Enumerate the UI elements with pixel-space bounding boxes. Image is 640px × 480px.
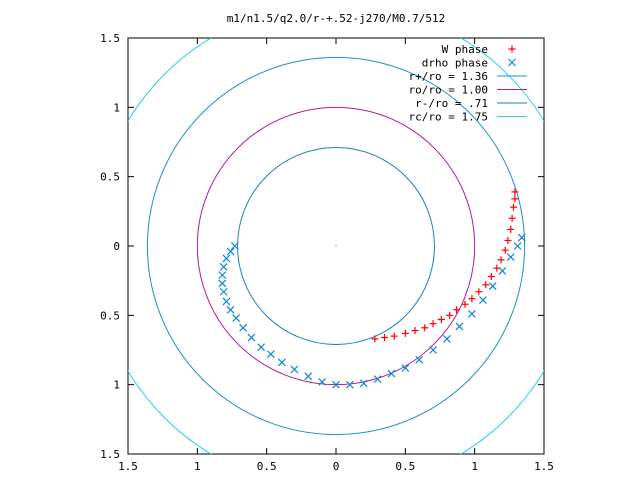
w-phase-point	[508, 214, 516, 222]
drho-phase-point	[219, 262, 228, 271]
legend-label: r+/ro = 1.36	[409, 70, 488, 83]
w-phase-point	[482, 281, 490, 289]
drho-phase-point	[455, 322, 464, 331]
radius-circle	[128, 38, 544, 454]
legend-marker	[508, 58, 516, 67]
radius-circle	[237, 147, 435, 345]
radius-circle	[146, 56, 526, 436]
drho-phase-point	[513, 242, 522, 250]
legend-marker	[508, 45, 516, 53]
x-tick-label: 0.5	[395, 460, 415, 473]
origin-dot	[335, 245, 337, 247]
x-tick-label: 1.5	[534, 460, 554, 473]
y-tick-label: 1	[113, 101, 120, 114]
drho-phase-point	[332, 380, 340, 389]
drho-phase-point	[239, 323, 248, 332]
radius-circles	[128, 38, 544, 454]
w-phase-point	[390, 332, 398, 340]
w-phase-point	[487, 273, 495, 281]
legend-label: W phase	[442, 43, 488, 56]
drho-phase-point	[230, 242, 239, 250]
drho-phase-point	[443, 334, 451, 343]
w-phase-point	[468, 295, 476, 303]
axis-ticks: 1.5 1 0.5 0 0.5 1 1.51.510.500.511.5	[100, 32, 554, 473]
drho-phase-point	[401, 364, 410, 372]
drho-phase-point	[247, 333, 256, 342]
w-phase-point	[497, 256, 505, 264]
w-phase-point	[429, 320, 437, 328]
x-tick-label: 0	[333, 460, 340, 473]
w-phase-point	[411, 327, 419, 335]
legend-label: r-/ro = .71	[415, 97, 488, 110]
drho-phase-point	[226, 305, 235, 314]
drho-phase-point	[226, 247, 235, 256]
x-tick-label: 0.5	[257, 460, 277, 473]
w-phase-point	[401, 329, 409, 337]
legend-label: drho phase	[422, 57, 488, 70]
phase-points	[218, 188, 526, 389]
drho-phase-point	[304, 372, 313, 381]
x-tick-label: 1.5	[118, 460, 138, 473]
drho-phase-point	[290, 365, 299, 374]
w-phase-point	[475, 288, 483, 296]
drho-phase-point	[318, 377, 327, 386]
drho-phase-point	[415, 355, 424, 364]
legend-label: rc/ro = 1.75	[409, 111, 488, 124]
y-tick-label: 0.5	[100, 171, 120, 184]
w-phase-point	[437, 315, 445, 323]
drho-phase-point	[373, 375, 382, 384]
drho-phase-point	[498, 267, 507, 275]
drho-phase-point	[266, 350, 275, 359]
drho-phase-point	[222, 297, 231, 306]
w-phase-point	[504, 236, 512, 244]
y-tick-label: 1.5	[100, 448, 120, 461]
drho-phase-point	[517, 233, 526, 242]
drho-phase-point	[222, 254, 231, 263]
w-phase-point	[421, 324, 429, 332]
w-phase-point	[507, 225, 515, 233]
drho-phase-point	[232, 314, 241, 323]
w-phase-point	[511, 195, 519, 203]
w-phase-point	[381, 334, 389, 342]
w-phase-point	[509, 203, 517, 211]
drho-phase-point	[467, 310, 476, 318]
legend-label: ro/ro = 1.00	[409, 84, 488, 97]
drho-phase-point	[488, 282, 497, 291]
y-tick-label: 1.5	[100, 32, 120, 45]
drho-phase-point	[277, 358, 286, 367]
x-tick-label: 1	[471, 460, 478, 473]
x-tick-label: 1	[194, 460, 201, 473]
y-tick-label: 1	[113, 379, 120, 392]
drho-phase-point	[387, 369, 396, 378]
drho-phase-point	[506, 253, 515, 262]
w-phase-point	[461, 300, 469, 308]
y-tick-label: 0.5	[100, 309, 120, 322]
w-phase-point	[501, 246, 509, 254]
chart-title: m1/n1.5/q2.0/r-+.52-j270/M0.7/512	[227, 12, 446, 25]
drho-phase-point	[345, 380, 354, 389]
w-phase-point	[511, 188, 519, 196]
drho-phase-point	[429, 346, 437, 354]
y-tick-label: 0	[113, 240, 120, 253]
w-phase-point	[453, 306, 461, 314]
drho-phase-point	[479, 296, 487, 305]
drho-phase-point	[257, 343, 266, 352]
drho-phase-point	[359, 379, 368, 388]
w-phase-point	[371, 335, 379, 343]
drho-phase-point	[218, 271, 227, 280]
drho-phase-point	[218, 279, 227, 288]
w-phase-point	[446, 311, 454, 319]
drho-phase-point	[219, 287, 228, 296]
